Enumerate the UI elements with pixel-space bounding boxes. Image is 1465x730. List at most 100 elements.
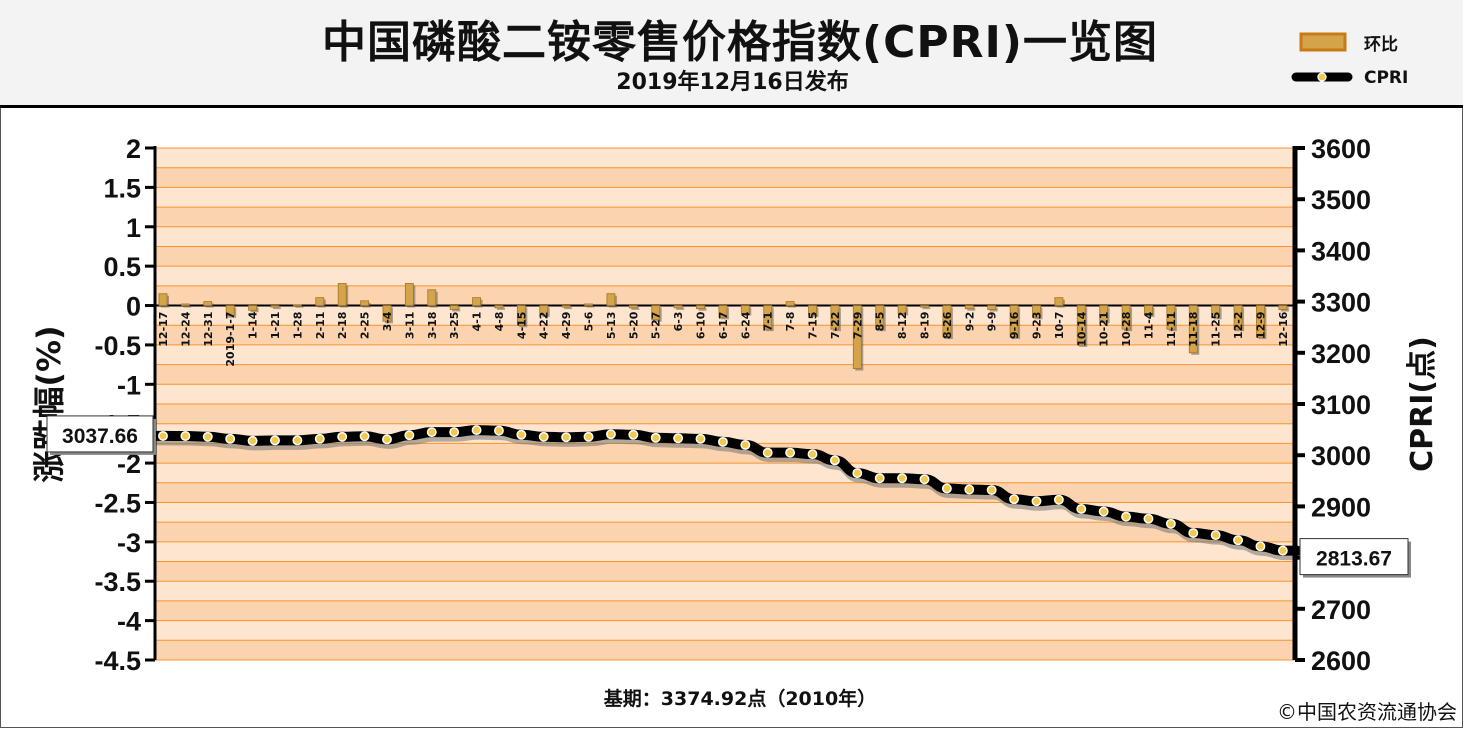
x-tick-label: 8-19 <box>918 312 931 340</box>
x-tick-label: 7-29 <box>851 312 864 340</box>
left-tick-label: -4.5 <box>94 646 141 676</box>
x-tick-label: 7-1 <box>762 312 775 332</box>
cpri-point-3-11 <box>404 430 415 441</box>
bar-5-20 <box>628 305 638 309</box>
background-band <box>155 246 1295 267</box>
x-tick-label: 2019-1-7 <box>224 312 237 367</box>
background-band <box>155 384 1295 404</box>
cpri-point-11-25 <box>1210 530 1221 541</box>
right-tick-label: 3600 <box>1311 134 1371 164</box>
bar-8-12 <box>897 305 907 314</box>
bar-shadow <box>698 307 707 311</box>
bar-6-3 <box>673 305 683 309</box>
bar-12-24 <box>180 303 190 306</box>
bar-3-18 <box>427 289 437 306</box>
bar-5-6 <box>584 303 593 306</box>
bar-shadow <box>564 307 573 310</box>
x-tick-label: 4-8 <box>493 312 506 332</box>
x-tick-label: 2-25 <box>359 312 372 340</box>
bar-3-25 <box>449 305 459 310</box>
chart-title: 中国磷酸二铵零售价格指数(CPRI)一览图 <box>321 17 1158 68</box>
bar-12-17 <box>158 293 168 306</box>
cpri-point-9-23 <box>1031 496 1042 507</box>
bar-7-8 <box>785 301 795 306</box>
x-tick-label: 3-18 <box>426 312 439 340</box>
left-tick-label: -2.5 <box>94 488 141 518</box>
x-tick-label: 5-6 <box>583 311 596 331</box>
x-tick-label: 10-21 <box>1098 312 1111 347</box>
x-tick-label: 12-9 <box>1254 312 1267 340</box>
x-tick-label: 8-26 <box>941 311 954 339</box>
right-tick-label: 3500 <box>1311 185 1371 215</box>
chart-subtitle: 2019年12月16日发布 <box>616 70 849 95</box>
cpri-point-6-3 <box>673 433 684 444</box>
cpri-point-1-28 <box>292 435 303 446</box>
bar-11-25 <box>1211 305 1221 318</box>
left-tick-label: -0.5 <box>94 331 141 361</box>
right-tick-label: 2900 <box>1311 492 1371 522</box>
bar-7-15 <box>808 305 817 316</box>
x-tick-label: 3-25 <box>448 312 461 340</box>
cpri-point-10-14 <box>1076 504 1087 514</box>
cpri-point-4-22 <box>538 431 549 442</box>
left-tick-label: 0 <box>126 292 141 322</box>
x-tick-label: 10-14 <box>1075 311 1088 347</box>
background-band <box>155 285 1295 306</box>
cpri-point-9-9 <box>986 485 997 495</box>
cpri-point-7-22 <box>829 455 840 466</box>
cpri-point-10-28 <box>1121 511 1132 522</box>
cpri-point-11-18 <box>1188 528 1199 538</box>
cpri-point-7-29 <box>852 468 863 479</box>
background-band <box>155 561 1295 582</box>
background-band <box>155 148 1295 168</box>
left-tick-label: 0.5 <box>103 252 141 282</box>
cpri-point-5-6 <box>583 431 594 442</box>
x-tick-label: 2-11 <box>314 312 327 340</box>
left-tick-label: -4 <box>117 607 141 637</box>
bar-shadow <box>967 307 976 311</box>
cpri-point-8-12 <box>897 473 908 484</box>
x-tick-label: 7-8 <box>784 312 797 332</box>
legend-line-marker <box>1317 72 1327 82</box>
cpri-point-9-16 <box>1009 494 1020 505</box>
background-band <box>155 581 1295 601</box>
background-band <box>155 266 1295 286</box>
cpri-point-3-25 <box>449 427 460 438</box>
x-tick-label: 5-27 <box>650 312 663 340</box>
bar-7-1 <box>763 305 773 330</box>
background-band <box>155 404 1295 424</box>
cpri-point-2019-1-7 <box>225 433 236 444</box>
bar-7-22 <box>830 305 840 330</box>
x-tick-label: 11-4 <box>1142 311 1155 339</box>
start-value-box <box>46 415 154 453</box>
x-tick-label: 3-4 <box>381 311 394 331</box>
x-tick-label: 4-22 <box>538 312 551 340</box>
start-value-label: 3037.66 <box>62 425 138 448</box>
background-band <box>155 443 1295 464</box>
cpri-point-3-18 <box>426 427 437 438</box>
background-band <box>155 522 1295 542</box>
left-tick-label: 1.5 <box>103 173 141 203</box>
x-tick-label: 9-2 <box>963 312 976 332</box>
background-band <box>155 187 1295 208</box>
bar-shadow <box>183 305 192 308</box>
bar-2-11 <box>315 297 325 306</box>
bar-shadow <box>586 305 595 308</box>
bar-10-14 <box>1076 305 1086 346</box>
right-tick-label: 3200 <box>1311 339 1371 369</box>
background-band <box>155 344 1295 365</box>
cpri-point-2-18 <box>337 431 348 442</box>
x-tick-label: 12-31 <box>202 312 215 347</box>
x-tick-label: 6-17 <box>717 312 730 340</box>
x-tick-label: 6-3 <box>672 312 685 332</box>
background-band <box>155 541 1295 562</box>
end-value-label: 2813.67 <box>1316 548 1392 571</box>
x-tick-label: 5-13 <box>605 312 618 340</box>
bar-10-7 <box>1054 297 1064 306</box>
left-tick-label: 2 <box>126 134 141 164</box>
cpri-point-8-19 <box>919 474 930 485</box>
background-band <box>155 463 1295 483</box>
bar-12-9 <box>1256 305 1265 338</box>
bar-8-5 <box>875 305 885 330</box>
